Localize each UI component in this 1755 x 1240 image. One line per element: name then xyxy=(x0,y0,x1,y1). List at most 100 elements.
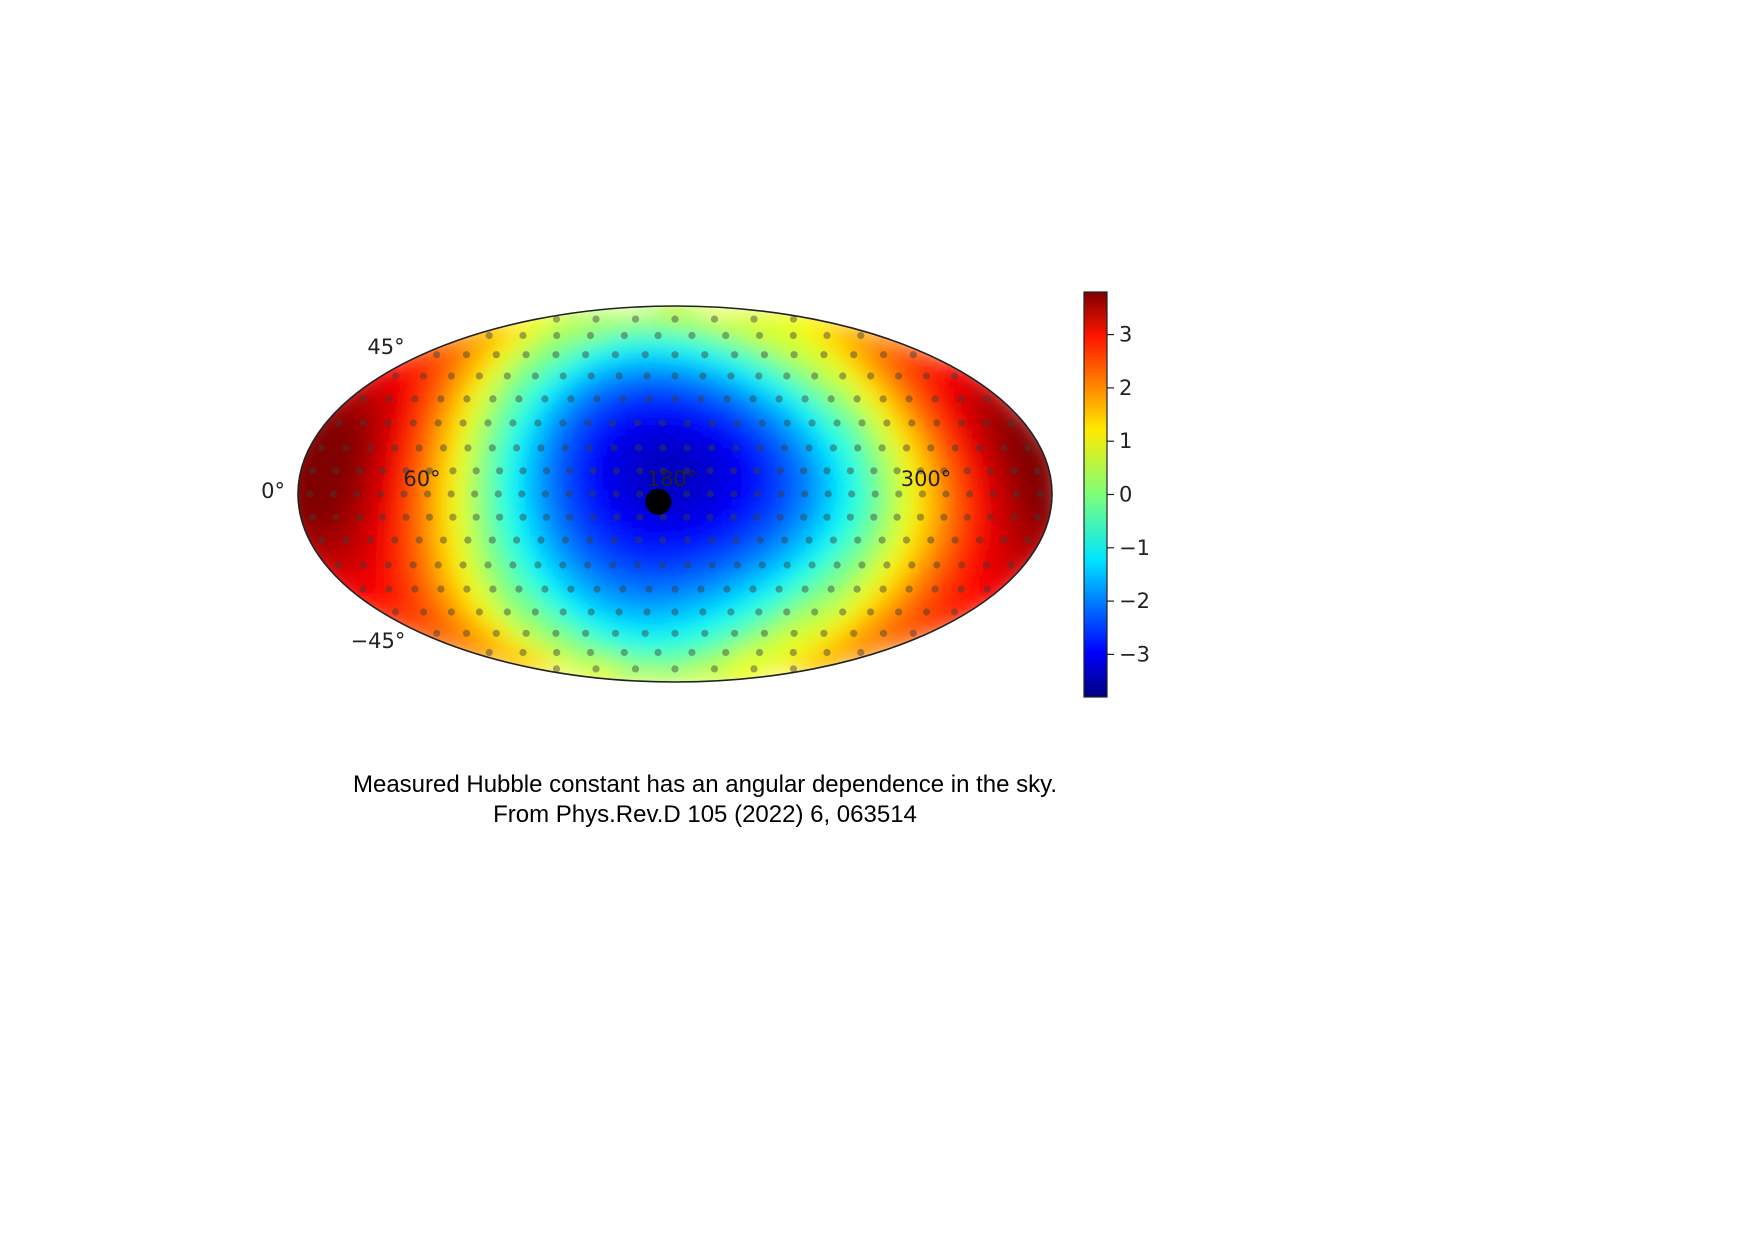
grid-marker xyxy=(593,395,601,403)
grid-marker xyxy=(565,490,573,498)
colorbar: 3 2 1 0 −1 −2 −3 xyxy=(1083,291,1150,698)
grid-marker xyxy=(733,561,741,569)
grid-marker xyxy=(918,490,927,498)
grid-marker xyxy=(950,372,959,380)
grid-marker xyxy=(484,419,492,427)
grid-marker xyxy=(823,467,831,475)
grid-marker xyxy=(708,561,717,569)
grid-marker xyxy=(522,351,530,359)
heatmap-cell xyxy=(298,526,303,542)
grid-marker xyxy=(515,395,523,403)
grid-marker xyxy=(400,490,408,498)
grid-marker xyxy=(609,419,617,427)
grid-marker xyxy=(775,585,783,593)
colorbar-gradient xyxy=(1083,291,1108,698)
heatmap-cell xyxy=(298,502,308,518)
grid-marker xyxy=(710,665,719,673)
grid-marker xyxy=(857,331,865,340)
grid-marker xyxy=(820,351,828,359)
grid-marker xyxy=(776,467,784,475)
grid-marker xyxy=(701,351,709,359)
grid-marker xyxy=(566,513,574,521)
grid-marker xyxy=(883,419,891,427)
grid-marker xyxy=(437,395,445,403)
heatmap-cell xyxy=(279,502,295,518)
grid-marker xyxy=(589,513,597,521)
grid-marker xyxy=(496,513,504,521)
grid-marker xyxy=(749,585,757,593)
grid-marker xyxy=(965,490,974,498)
grid-marker xyxy=(839,372,847,380)
grid-marker xyxy=(800,467,808,475)
grid-marker xyxy=(492,351,500,359)
grid-marker xyxy=(643,372,651,380)
grid-marker xyxy=(867,372,875,380)
lon-tick-60: 60° xyxy=(403,467,440,491)
grid-marker xyxy=(463,585,471,593)
grid-marker xyxy=(559,561,567,569)
grid-marker xyxy=(853,395,861,403)
grid-marker xyxy=(329,490,337,498)
colorbar-tick-label: 3 xyxy=(1119,323,1132,347)
grid-marker xyxy=(537,536,545,544)
grid-marker xyxy=(542,467,551,475)
grid-marker xyxy=(355,467,363,475)
grid-marker xyxy=(850,629,858,637)
grid-marker xyxy=(586,444,594,452)
grid-marker xyxy=(749,395,757,403)
grid-marker xyxy=(433,351,441,359)
grid-marker xyxy=(732,444,740,452)
grid-marker xyxy=(447,490,455,498)
grid-marker xyxy=(584,561,592,569)
grid-marker xyxy=(957,395,965,403)
grid-marker xyxy=(829,444,838,452)
grid-marker xyxy=(940,513,948,521)
grid-marker xyxy=(801,395,809,403)
grid-marker xyxy=(611,351,620,359)
sky-heatmap xyxy=(279,306,1052,682)
grid-marker xyxy=(519,331,527,340)
grid-marker xyxy=(950,608,959,616)
grid-marker xyxy=(1033,467,1041,475)
grid-marker xyxy=(963,467,971,475)
grid-marker xyxy=(391,608,400,616)
grid-marker xyxy=(750,315,758,323)
grid-marker xyxy=(513,444,521,452)
grid-marker xyxy=(353,490,361,498)
grid-marker xyxy=(758,561,766,569)
grid-marker xyxy=(760,629,769,637)
grid-marker xyxy=(722,648,730,657)
grid-marker xyxy=(419,372,428,380)
grid-marker xyxy=(922,608,931,616)
grid-marker xyxy=(620,648,628,657)
grid-marker xyxy=(933,419,941,427)
grid-marker xyxy=(634,561,642,569)
grid-marker xyxy=(424,490,432,498)
grid-marker xyxy=(659,513,667,521)
grid-marker xyxy=(433,629,441,637)
figure-caption: Measured Hubble constant has an angular … xyxy=(0,770,1410,830)
grid-marker xyxy=(589,467,597,475)
grid-marker xyxy=(552,665,561,673)
grid-marker xyxy=(515,585,523,593)
grid-marker xyxy=(379,467,387,475)
grid-marker xyxy=(870,467,878,475)
grid-marker xyxy=(706,467,714,475)
grid-marker xyxy=(846,467,855,475)
grid-marker xyxy=(439,536,448,544)
grid-marker xyxy=(933,561,941,569)
grid-marker xyxy=(854,444,862,452)
heatmap-cell xyxy=(310,562,327,578)
grid-marker xyxy=(552,315,561,323)
grid-marker xyxy=(951,444,959,452)
heatmap-cell xyxy=(298,490,307,506)
grid-marker xyxy=(895,490,903,498)
grid-marker xyxy=(654,648,662,657)
grid-marker xyxy=(332,467,340,475)
grid-marker xyxy=(513,536,521,544)
grid-marker xyxy=(983,419,991,427)
grid-marker xyxy=(342,536,350,544)
grid-marker xyxy=(1000,536,1008,544)
grid-marker xyxy=(318,536,326,544)
heatmap-cell xyxy=(303,418,320,434)
